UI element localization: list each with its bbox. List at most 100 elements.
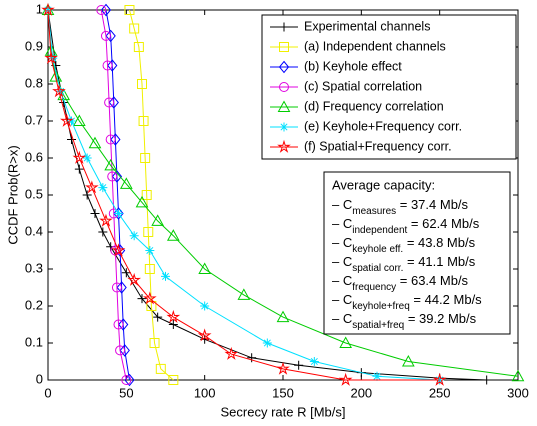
marker [100, 3, 112, 17]
marker [135, 195, 149, 208]
x-tick-label: 250 [429, 385, 451, 400]
annotation-prefix: – C [332, 235, 352, 250]
marker [237, 288, 251, 300]
annotation-title: Average capacity: [332, 177, 435, 192]
marker [339, 336, 353, 348]
series-line [128, 9, 174, 381]
marker [107, 171, 118, 182]
marker [85, 180, 99, 194]
y-tick-label: 0.1 [25, 334, 43, 349]
marker [111, 170, 123, 183]
y-tick-label: 0.5 [25, 186, 43, 201]
annotation-sub: independent [352, 225, 407, 236]
marker [277, 100, 291, 112]
marker [143, 227, 154, 237]
marker [113, 207, 124, 220]
legend-label: (d) Frequency correlation [304, 99, 444, 113]
marker [98, 183, 108, 193]
x-axis-label: Secrecy rate R [Mb/s] [221, 404, 346, 419]
marker [114, 209, 123, 218]
legend-label: (e) Keyhole+Frequency corr. [304, 119, 462, 133]
marker [96, 5, 107, 15]
marker [137, 294, 147, 304]
annotation-prefix: – C [332, 216, 352, 231]
marker [121, 268, 131, 278]
marker [116, 281, 127, 294]
annotation-sub: keyhole eff. [352, 244, 403, 255]
annotation-item: – Ckeyhole+freq = 44.2 Mb/s [332, 292, 482, 311]
legend-label: (b) Keyhole effect [304, 59, 402, 73]
legend: Experimental channels (a) Independent cha… [261, 14, 517, 160]
annotation-rest: = 39.2 Mb/s [404, 311, 476, 326]
marker [432, 372, 447, 386]
marker [48, 53, 58, 63]
marker [279, 42, 289, 52]
marker [140, 153, 151, 163]
marker [105, 29, 116, 43]
marker [141, 190, 152, 200]
marker [166, 229, 180, 241]
x-tick-label: 150 [272, 385, 294, 400]
marker [105, 134, 116, 145]
marker [200, 301, 210, 311]
annotation-rest: = 44.2 Mb/s [410, 292, 482, 307]
annotation-rest: = 41.1 Mb/s [403, 254, 475, 269]
marker [137, 79, 147, 89]
marker [124, 5, 135, 15]
y-tick-label: 0.7 [25, 112, 43, 127]
y-axis-label: CCDF Prob(R>x) [5, 145, 20, 244]
marker [168, 320, 178, 329]
marker [72, 150, 87, 164]
annotation-item: – Ckeyhole eff. = 43.8 Mb/s [332, 235, 476, 254]
marker [41, 2, 55, 16]
marker [129, 23, 140, 34]
marker [119, 177, 133, 189]
marker [155, 363, 166, 374]
marker [72, 114, 86, 126]
marker [168, 375, 179, 385]
marker [88, 136, 102, 149]
marker [52, 84, 66, 98]
marker [309, 357, 319, 366]
marker [247, 353, 257, 363]
annotation: Average capacity: – Cmeasures = 37.4 Mb/s… [323, 171, 511, 335]
y-tick-label: 0.3 [25, 260, 43, 275]
marker [277, 139, 291, 153]
marker [149, 338, 160, 348]
marker [107, 59, 118, 72]
x-tick-label: 200 [350, 385, 372, 400]
marker [118, 318, 129, 331]
marker [104, 158, 118, 171]
marker [144, 264, 155, 274]
marker [145, 246, 155, 255]
y-tick-label: 0.6 [25, 149, 43, 164]
y-tick-label: 0.8 [25, 75, 43, 90]
marker [119, 344, 130, 357]
marker [224, 346, 239, 360]
marker [435, 375, 445, 385]
marker [74, 164, 84, 174]
marker [111, 243, 126, 257]
marker [401, 354, 415, 367]
marker [197, 328, 212, 342]
annotation-item: – Cmeasures = 37.4 Mb/s [332, 197, 469, 216]
marker [56, 86, 66, 96]
marker [511, 369, 525, 382]
marker [161, 271, 170, 281]
annotation-box [323, 171, 511, 335]
marker [124, 373, 135, 387]
marker [151, 214, 165, 226]
marker [372, 371, 382, 381]
y-tick-label: 0 [36, 371, 43, 386]
annotation-prefix: – C [332, 197, 352, 212]
marker [142, 291, 157, 305]
x-tick-label: 100 [194, 385, 216, 400]
marker [111, 282, 122, 293]
marker [115, 345, 126, 356]
annotation-item: – Cspatial corr. = 41.1 Mb/s [332, 254, 476, 273]
y-tick-label: 0.4 [25, 223, 43, 238]
marker [67, 116, 76, 126]
marker [104, 97, 115, 108]
marker [82, 153, 92, 163]
legend-label: Experimental channels [304, 19, 430, 33]
